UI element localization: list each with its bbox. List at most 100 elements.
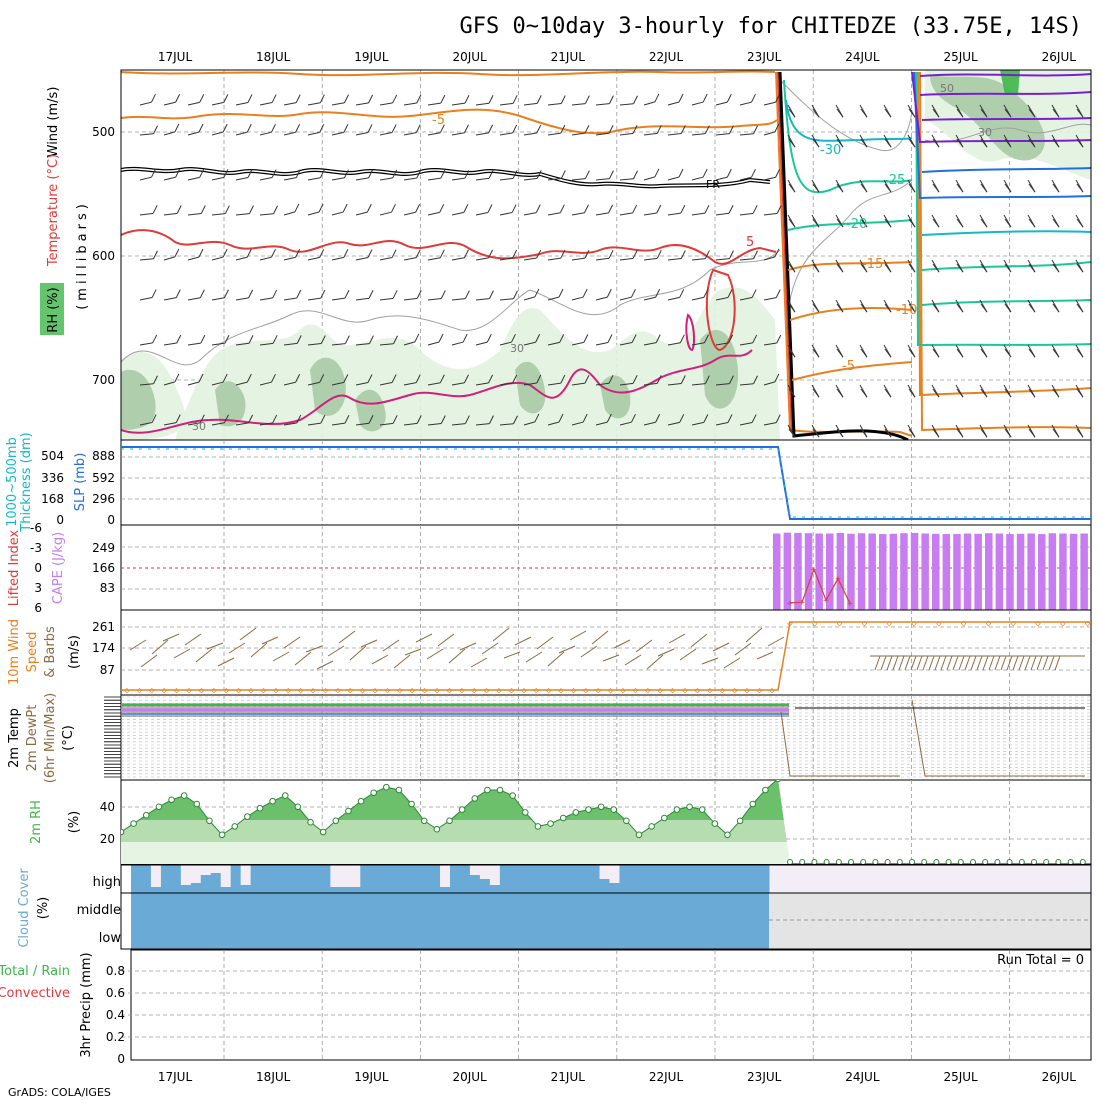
cloud-high-block: [549, 865, 561, 893]
wind-speed-marker: ◇: [521, 686, 527, 696]
cape-bar: [847, 533, 855, 610]
wind10-barb: [184, 633, 202, 646]
wind10-barb: [404, 648, 422, 656]
rh-point: [319, 828, 327, 836]
wind-speed-marker: ◇: [236, 686, 242, 696]
wind-barb: [235, 131, 248, 136]
wind-barb: [259, 297, 273, 301]
wind-barb: [235, 213, 250, 216]
wind-speed-marker: ◇: [509, 686, 515, 696]
wind10-barb: [657, 648, 675, 657]
cloud-high-block: [689, 865, 700, 893]
cape-bar: [1016, 533, 1025, 610]
wind-speed-marker: ◇: [372, 686, 378, 696]
wind-barb: [547, 382, 561, 386]
wind-barb: [643, 296, 656, 301]
wind-speed-marker: ◇: [812, 619, 818, 629]
wind-barb: [211, 176, 224, 181]
lifted-index-point: +: [823, 596, 829, 606]
wind10-barb: [371, 654, 389, 665]
wind-barb-flag: [368, 94, 374, 104]
wind-barb: [691, 176, 704, 181]
wind-barb-flag: [534, 288, 540, 298]
wind10-barb: [613, 639, 631, 649]
wind-speed-marker: ◇: [310, 686, 316, 696]
wind-barb-flag: [294, 203, 300, 213]
wind-barb-flag: [702, 93, 708, 103]
wind-barb-flag: [584, 95, 590, 104]
wind-barb-flag: [1004, 183, 1012, 193]
wind-barb: [211, 297, 225, 301]
date-label-bottom: 26JUL: [1042, 1070, 1077, 1084]
wind-speed-marker: ◇: [732, 686, 738, 696]
wind-barb: [763, 176, 776, 181]
wind-barb-flag: [1052, 263, 1060, 273]
wind-barb-flag: [656, 375, 662, 384]
wind10-barb: [140, 654, 158, 668]
wind-barb: [763, 381, 776, 386]
wind-barb: [139, 212, 154, 216]
wind-barb-flag: [151, 93, 156, 103]
wind-barb-flag: [633, 95, 638, 104]
wind-barb: [667, 296, 680, 301]
cloud-middle-label: middle: [77, 903, 121, 918]
wind10-barb: [569, 630, 587, 641]
cloud-high-block: [539, 865, 551, 893]
wind-barb-flag: [908, 183, 916, 193]
cape-bar: [921, 533, 929, 610]
wind-speed-marker: ◇: [124, 686, 130, 696]
cloud-high-clear: [489, 865, 501, 885]
wind-barb: [307, 297, 321, 301]
wind-barb: [331, 381, 344, 386]
wind-barb-flag: [295, 374, 301, 383]
wind-barb: [547, 341, 560, 346]
wind-barb: [499, 132, 513, 136]
rh-point: [774, 780, 782, 783]
date-label-top: 23JUL: [747, 50, 782, 64]
wind-barb: [547, 102, 562, 106]
wind-barb-flag: [367, 374, 373, 383]
wind-barb-flag: [342, 203, 348, 213]
wind10-barb: [940, 655, 947, 671]
upper-air-wind-barbs: [139, 93, 1084, 438]
wind-barb: [691, 133, 706, 136]
wind-barb: [523, 132, 537, 136]
wind-barb-flag: [343, 374, 349, 383]
cloud-high-clear: [190, 865, 202, 883]
wind-barb: [427, 382, 441, 386]
cloud-high-block: [170, 865, 182, 893]
wind-barb: [427, 102, 441, 106]
wind-barb: [163, 422, 177, 426]
wind10-barb: [393, 654, 411, 669]
wind-barb-flag: [860, 108, 868, 118]
wind-barb-flag: [812, 428, 820, 438]
rh-band-high: [121, 780, 790, 820]
wind-label: Wind (m/s): [46, 87, 61, 158]
wind-barb: [259, 177, 273, 181]
wind-barb-flag: [151, 289, 157, 298]
wind-barb-flag: [582, 288, 588, 298]
rh-point: [180, 792, 188, 799]
wind-barb-flag: [836, 348, 844, 358]
lifted-index-label: Lifted Index: [7, 529, 22, 606]
wind-barb: [259, 422, 273, 426]
wind-barb-flag: [980, 218, 988, 228]
wind-barb-flag: [1052, 303, 1060, 313]
wind-barb: [739, 297, 753, 301]
wind-barb: [691, 212, 706, 216]
wind-barb-flag: [836, 108, 844, 118]
wind-barb: [571, 421, 584, 426]
wind-barb-flag: [224, 414, 229, 423]
cloud-high-block: [300, 865, 311, 893]
precip-tick: 0.8: [106, 964, 125, 978]
wind-speed-marker: ◇: [862, 619, 868, 629]
cloud-high-block: [380, 865, 391, 893]
wind10-barb: [668, 633, 686, 644]
wind-barb-flag: [932, 303, 940, 313]
wind-barb-flag: [151, 168, 156, 178]
wind-barb-flag: [775, 414, 781, 423]
wind-barb-flag: [271, 373, 276, 383]
wind-barb-flag: [248, 335, 254, 344]
wind-barb-flag: [1052, 138, 1060, 148]
cape-tick: 166: [92, 561, 115, 575]
